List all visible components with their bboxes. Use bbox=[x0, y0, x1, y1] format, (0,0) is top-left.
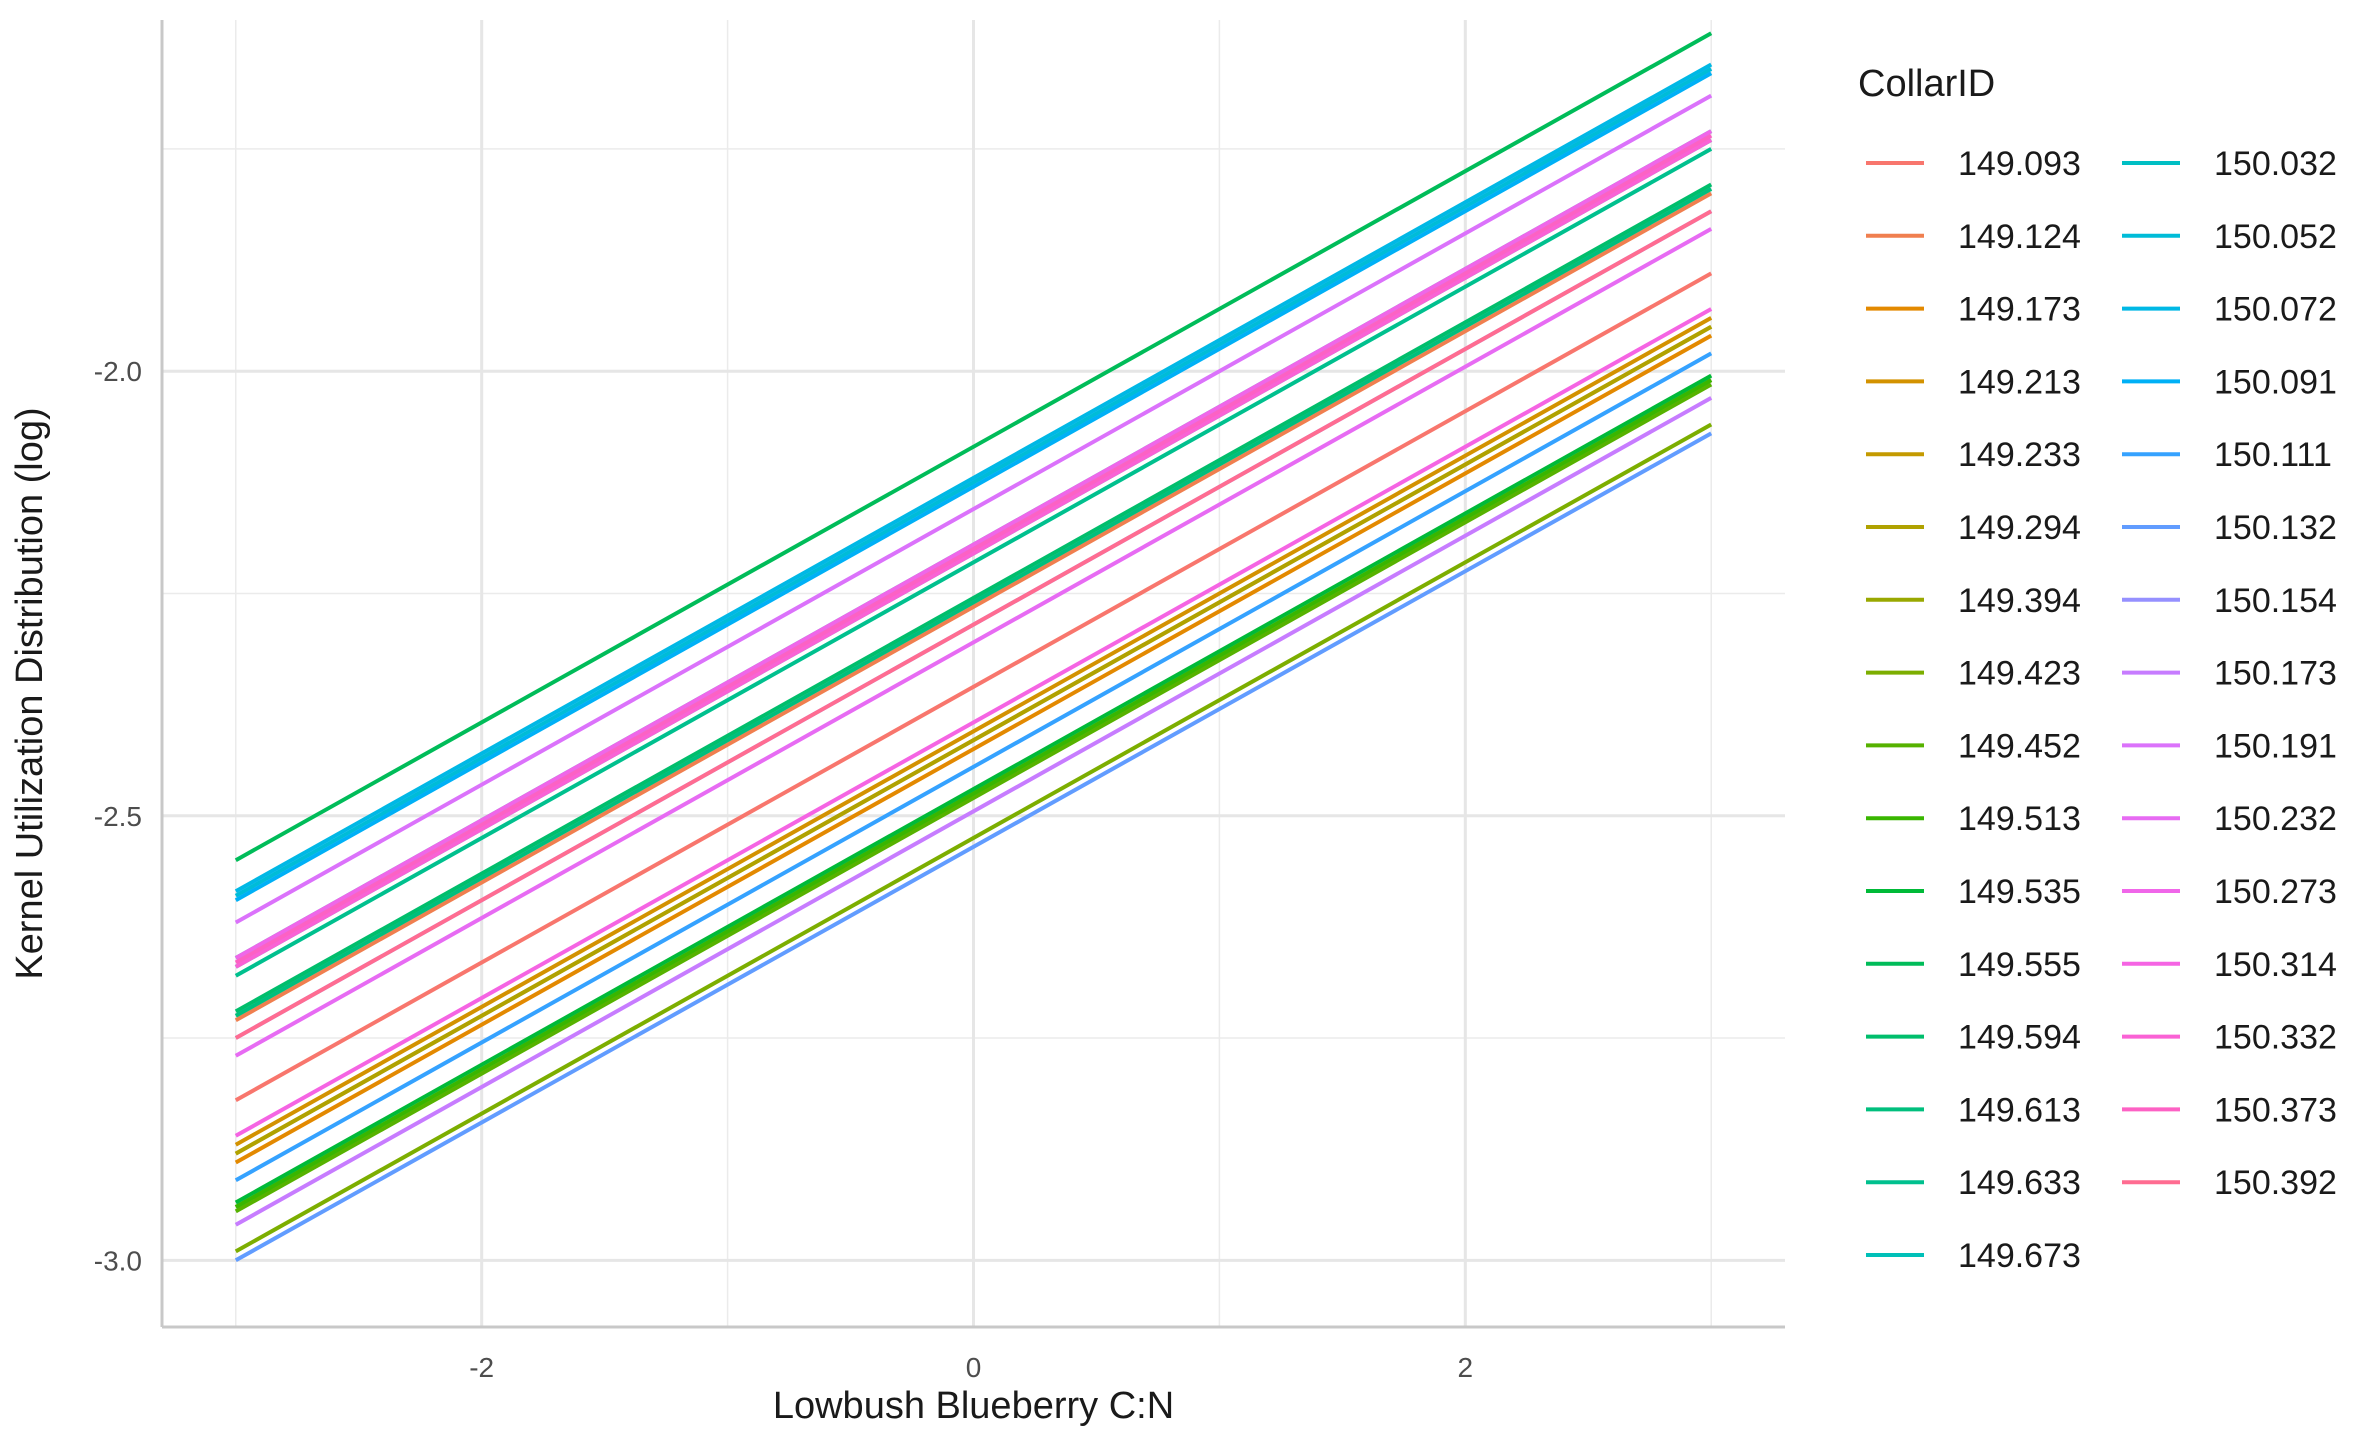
x-axis-title: Lowbush Blueberry C:N bbox=[773, 1385, 1174, 1427]
series-line-150.273 bbox=[234, 129, 1713, 960]
series-line-149.613 bbox=[234, 187, 1713, 1018]
axis-lines bbox=[160, 20, 1785, 1329]
series-line-149.213 bbox=[234, 316, 1713, 1147]
legend-label-149.513: 149.513 bbox=[1958, 800, 2081, 838]
legend-label-149.124: 149.124 bbox=[1958, 218, 2081, 256]
y-axis-ticks: -3.0 -2.5 -2.0 bbox=[94, 356, 142, 1276]
series-line-149.633 bbox=[234, 147, 1713, 978]
legend-label-150.173: 150.173 bbox=[2214, 655, 2337, 693]
series-line-150.111 bbox=[234, 351, 1713, 1183]
legend-label-149.555: 149.555 bbox=[1958, 946, 2081, 984]
legend-label-149.423: 149.423 bbox=[1958, 655, 2081, 693]
y-axis-title: Kernel Utilization Distribution (log) bbox=[9, 407, 51, 979]
legend-label-150.392: 150.392 bbox=[2214, 1164, 2337, 1202]
legend-label-149.535: 149.535 bbox=[1958, 873, 2081, 911]
series-line-149.535 bbox=[234, 373, 1713, 1205]
legend-label-149.093: 149.093 bbox=[1958, 145, 2081, 183]
major-gridlines bbox=[162, 20, 1785, 1327]
series-line-150.373 bbox=[234, 133, 1713, 965]
legend-label-149.213: 149.213 bbox=[1958, 363, 2081, 401]
legend-label-149.233: 149.233 bbox=[1958, 436, 2081, 474]
y-tick-label: -2.0 bbox=[94, 356, 142, 387]
series-line-149.124 bbox=[234, 191, 1713, 1023]
series-line-149.423 bbox=[234, 422, 1713, 1254]
legend: CollarID 149.093149.124149.173149.213149… bbox=[1858, 63, 2337, 1275]
series-line-150.052 bbox=[234, 67, 1713, 898]
series-line-149.093 bbox=[234, 271, 1713, 1103]
legend-label-150.191: 150.191 bbox=[2214, 727, 2337, 765]
legend-label-149.633: 149.633 bbox=[1958, 1164, 2081, 1202]
series-line-150.191 bbox=[234, 93, 1713, 925]
series-line-149.555 bbox=[234, 31, 1713, 862]
legend-label-150.273: 150.273 bbox=[2214, 873, 2337, 911]
series-lines bbox=[234, 31, 1713, 1263]
legend-label-150.052: 150.052 bbox=[2214, 218, 2337, 256]
series-line-149.513 bbox=[234, 378, 1713, 1209]
legend-label-150.232: 150.232 bbox=[2214, 800, 2337, 838]
legend-title: CollarID bbox=[1858, 63, 1995, 105]
legend-label-150.091: 150.091 bbox=[2214, 363, 2337, 401]
x-axis-ticks: -2 0 2 bbox=[469, 1352, 1473, 1383]
legend-label-149.673: 149.673 bbox=[1958, 1237, 2081, 1275]
series-line-149.452 bbox=[234, 382, 1713, 1214]
legend-label-150.154: 150.154 bbox=[2214, 582, 2337, 620]
series-line-150.332 bbox=[234, 138, 1713, 969]
series-line-150.314 bbox=[234, 307, 1713, 1138]
series-line-150.392 bbox=[234, 209, 1713, 1040]
legend-label-150.332: 150.332 bbox=[2214, 1019, 2337, 1057]
legend-label-150.132: 150.132 bbox=[2214, 509, 2337, 547]
y-tick-label: -2.5 bbox=[94, 801, 142, 832]
legend-label-149.394: 149.394 bbox=[1958, 582, 2081, 620]
series-line-150.173 bbox=[234, 396, 1713, 1227]
series-line-150.232 bbox=[234, 227, 1713, 1058]
x-tick-label: -2 bbox=[469, 1352, 494, 1383]
legend-label-150.032: 150.032 bbox=[2214, 145, 2337, 183]
x-tick-label: 2 bbox=[1458, 1352, 1474, 1383]
series-line-149.594 bbox=[234, 182, 1713, 1014]
series-line-149.173 bbox=[234, 333, 1713, 1165]
series-line-149.294 bbox=[234, 324, 1713, 1156]
legend-label-149.294: 149.294 bbox=[1958, 509, 2081, 547]
legend-label-149.594: 149.594 bbox=[1958, 1019, 2081, 1057]
legend-label-149.173: 149.173 bbox=[1958, 291, 2081, 329]
legend-label-150.072: 150.072 bbox=[2214, 291, 2337, 329]
legend-label-149.613: 149.613 bbox=[1958, 1091, 2081, 1129]
legend-label-150.373: 150.373 bbox=[2214, 1091, 2337, 1129]
series-line-150.132 bbox=[234, 431, 1713, 1263]
x-tick-label: 0 bbox=[966, 1352, 982, 1383]
legend-label-149.452: 149.452 bbox=[1958, 727, 2081, 765]
legend-label-150.111: 150.111 bbox=[2214, 436, 2332, 474]
legend-label-150.314: 150.314 bbox=[2214, 946, 2337, 984]
series-line-150.072 bbox=[234, 62, 1713, 894]
y-tick-label: -3.0 bbox=[94, 1245, 142, 1276]
series-line-150.091 bbox=[234, 71, 1713, 902]
legend-items: 149.093 149.124 149.173 149.213 149.233 149.2… bbox=[1866, 145, 2337, 1275]
